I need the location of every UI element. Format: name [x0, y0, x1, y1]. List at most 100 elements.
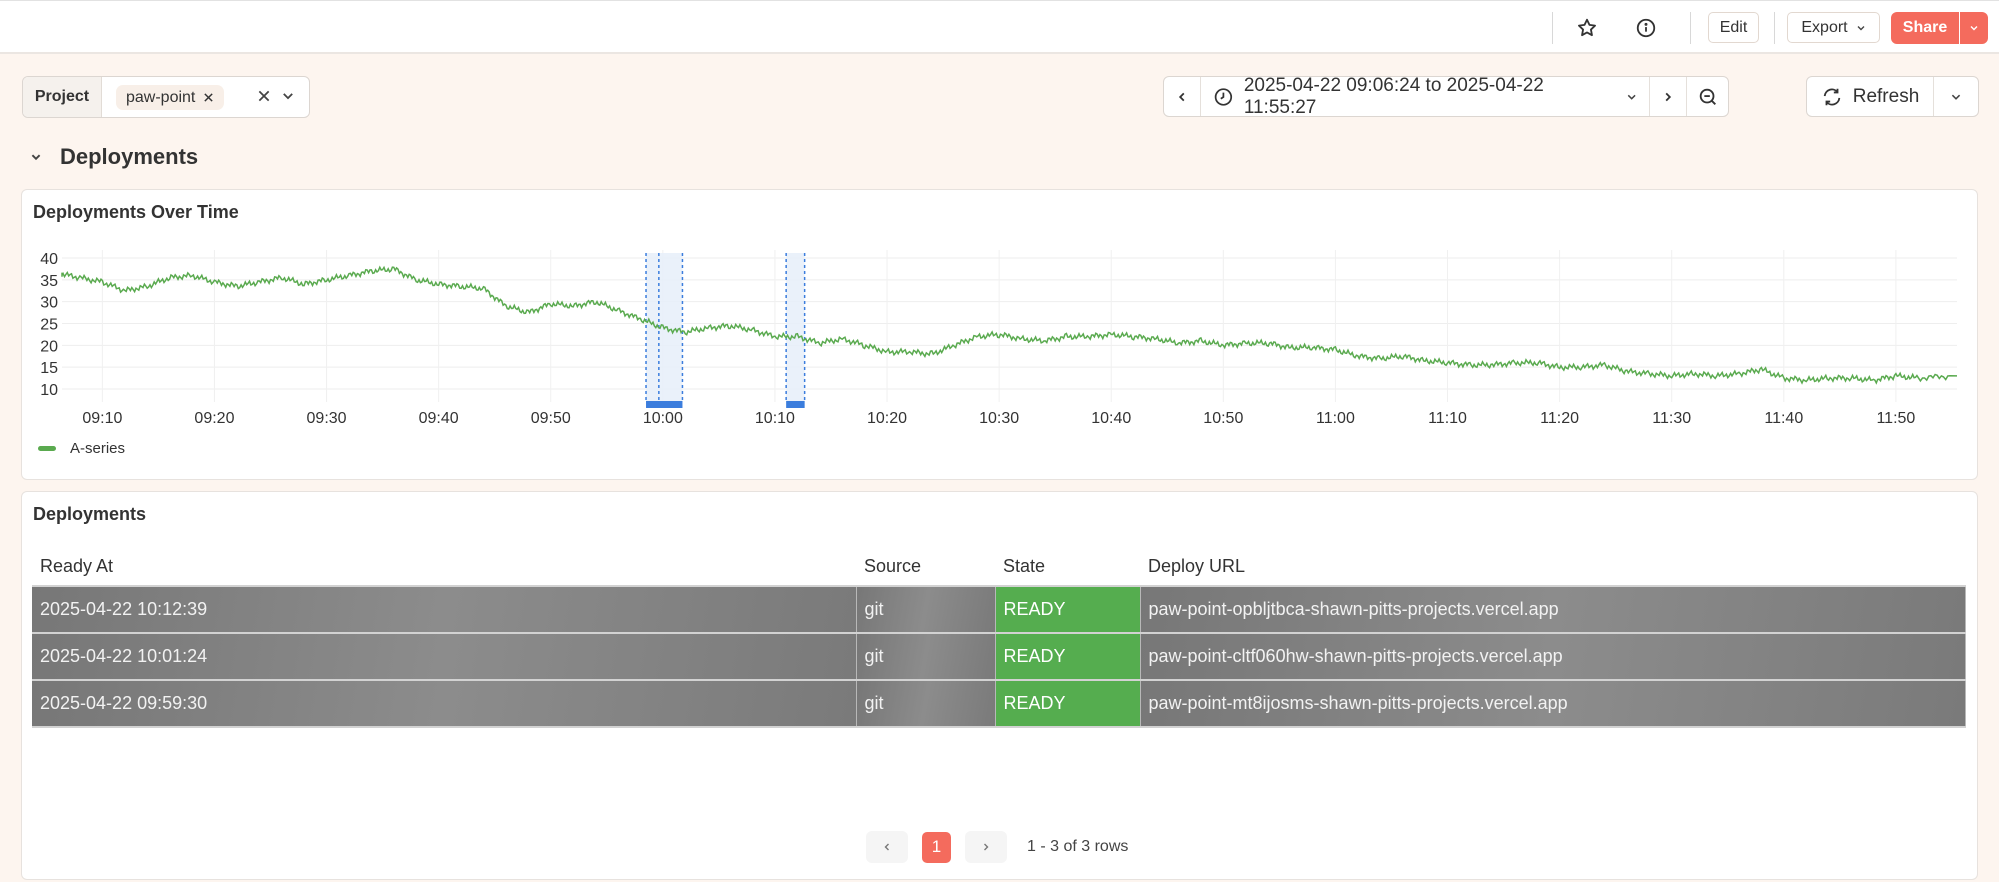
svg-text:40: 40 [40, 251, 58, 268]
legend-label: A-series [70, 440, 126, 457]
svg-text:25: 25 [40, 317, 58, 334]
section-title: Deployments [60, 144, 199, 169]
svg-text:10: 10 [40, 382, 58, 399]
table-row: 2025-04-22 09:59:30 git READY paw-point-… [32, 680, 1966, 728]
svg-text:35: 35 [40, 273, 58, 290]
column-header-ready-at[interactable]: Ready At [40, 556, 114, 576]
svg-text:11:10: 11:10 [1428, 410, 1467, 427]
table-panel: Deployments Ready At Source State Deploy… [21, 491, 1978, 880]
remove-chip-icon[interactable] [203, 92, 214, 103]
svg-text:09:10: 09:10 [82, 410, 122, 427]
svg-text:10:30: 10:30 [979, 410, 1019, 427]
chevron-right-icon [1665, 92, 1672, 101]
chart-title: Deployments Over Time [33, 202, 239, 222]
toolbar-divider [1552, 12, 1553, 44]
export-button[interactable]: Export [1787, 12, 1880, 43]
svg-text:11:00: 11:00 [1316, 410, 1355, 427]
cell-ready-at: 2025-04-22 10:01:24 [32, 633, 857, 681]
cell-ready-at: 2025-04-22 09:59:30 [32, 680, 857, 728]
previous-page-button[interactable] [866, 831, 908, 863]
cell-state: READY [995, 680, 1141, 728]
chevron-down-icon [1857, 25, 1865, 30]
time-range-picker: 2025-04-22 09:06:24 to 2025-04-22 11:55:… [1163, 74, 1729, 118]
zoom-out-button[interactable] [1687, 77, 1728, 116]
cell-ready-at: 2025-04-22 10:12:39 [32, 585, 857, 634]
svg-text:09:30: 09:30 [307, 410, 347, 427]
svg-text:09:40: 09:40 [419, 410, 459, 427]
cell-source: git [856, 633, 996, 681]
page-1-button[interactable]: 1 [922, 831, 951, 863]
project-filter-label: Project [23, 77, 102, 117]
chevron-left-icon [884, 843, 889, 851]
legend-swatch [38, 446, 56, 451]
pagination-info: 1 - 3 of 3 rows [1027, 838, 1129, 855]
edit-label: Edit [1719, 18, 1748, 36]
star-icon[interactable] [1573, 14, 1601, 42]
cell-deploy-url[interactable]: paw-point-mt8ijosms-shawn-pitts-projects… [1140, 680, 1966, 728]
time-back-button[interactable] [1164, 77, 1201, 116]
cell-deploy-url[interactable]: paw-point-opbljtbca-shawn-pitts-projects… [1140, 585, 1966, 634]
cell-source: git [856, 585, 996, 634]
column-header-deploy-url[interactable]: Deploy URL [1148, 556, 1246, 576]
share-label: Share [1902, 19, 1948, 36]
refresh-interval-button[interactable] [1934, 77, 1978, 116]
column-header-state[interactable]: State [1003, 556, 1046, 576]
share-button[interactable]: Share [1891, 12, 1959, 44]
share-button-group: Share [1891, 12, 1988, 44]
refresh-label: Refresh [1852, 85, 1920, 107]
chart-panel: Deployments Over Time 10 15 20 25 30 35 40 09:1… [21, 189, 1978, 480]
refresh-button[interactable]: Refresh [1807, 77, 1934, 116]
svg-text:10:20: 10:20 [867, 410, 907, 427]
svg-text:09:20: 09:20 [194, 410, 234, 427]
table-title: Deployments [33, 504, 147, 524]
edit-button[interactable]: Edit [1708, 12, 1759, 43]
toolbar-divider [1690, 12, 1691, 44]
refresh-icon [1823, 88, 1840, 105]
refresh-button-group: Refresh [1806, 76, 1979, 117]
time-range-label: 2025-04-22 09:06:24 to 2025-04-22 11:55:… [1243, 74, 1544, 118]
svg-text:10:00: 10:00 [643, 410, 683, 427]
cell-state: READY [995, 633, 1141, 681]
svg-text:15: 15 [40, 360, 58, 377]
svg-text:11:40: 11:40 [1764, 410, 1803, 427]
time-forward-button[interactable] [1650, 77, 1687, 116]
chevron-right-icon [984, 843, 989, 851]
svg-text:11:20: 11:20 [1540, 410, 1579, 427]
chevron-down-icon [1970, 26, 1978, 31]
clear-filter-icon[interactable] [257, 89, 271, 108]
clock-icon [1214, 87, 1233, 106]
project-chip: paw-point [116, 85, 225, 110]
pagination: 1 1 - 3 of 3 rows [866, 831, 1128, 863]
project-chip-value: paw-point [126, 88, 196, 106]
svg-text:11:30: 11:30 [1652, 410, 1691, 427]
time-range-button[interactable]: 2025-04-22 09:06:24 to 2025-04-22 11:55:… [1201, 74, 1650, 118]
toolbar-divider [1774, 12, 1775, 44]
chevron-left-icon [1178, 92, 1185, 101]
deployments-table: Ready At Source State Deploy URL 2025-04… [32, 542, 1966, 728]
cell-state: READY [995, 585, 1141, 634]
cell-source: git [856, 680, 996, 728]
info-icon[interactable] [1632, 14, 1660, 42]
section-toggle[interactable]: Deployments [30, 144, 198, 170]
column-header-source[interactable]: Source [864, 556, 922, 576]
svg-text:10:10: 10:10 [755, 410, 795, 427]
line-chart[interactable]: 10 15 20 25 30 35 40 09:10 09:20 09:30 09:40 09:50 1… [22, 190, 1979, 430]
table-header-row: Ready At Source State Deploy URL [32, 542, 1966, 586]
chevron-down-icon[interactable] [281, 89, 295, 108]
project-filter[interactable]: Project paw-point [22, 76, 310, 118]
chevron-down-icon [31, 154, 41, 161]
svg-text:30: 30 [40, 295, 58, 312]
svg-text:10:50: 10:50 [1203, 410, 1243, 427]
chevron-down-icon [1951, 94, 1961, 100]
svg-text:10:40: 10:40 [1091, 410, 1131, 427]
zoom-out-icon [1699, 88, 1716, 105]
chevron-down-icon [1627, 94, 1636, 100]
share-menu-button[interactable] [1959, 12, 1988, 44]
top-toolbar: Edit Export Share [0, 0, 1999, 54]
table-row: 2025-04-22 10:01:24 git READY paw-point-… [32, 633, 1966, 681]
export-label: Export [1801, 18, 1848, 36]
table-row: 2025-04-22 10:12:39 git READY paw-point-… [32, 585, 1966, 634]
next-page-button[interactable] [965, 831, 1007, 863]
chart-legend[interactable]: A-series [38, 440, 125, 457]
cell-deploy-url[interactable]: paw-point-cltf060hw-shawn-pitts-projects… [1140, 633, 1966, 681]
